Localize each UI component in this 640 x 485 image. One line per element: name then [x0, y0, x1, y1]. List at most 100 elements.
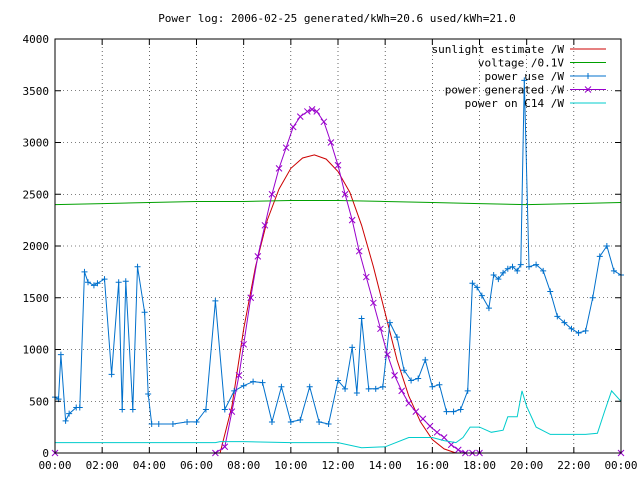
plus-marker	[500, 269, 507, 276]
x-tick-label: 20:00	[510, 459, 543, 472]
plus-marker	[169, 421, 176, 428]
plus-marker	[568, 325, 575, 332]
plus-marker	[94, 280, 101, 287]
plus-marker	[108, 371, 115, 378]
plus-marker	[365, 385, 372, 392]
plus-marker	[495, 276, 502, 283]
x-marker	[334, 161, 342, 169]
x-tick-label: 16:00	[416, 459, 449, 472]
x-marker	[247, 294, 255, 302]
plus-marker	[386, 319, 393, 326]
plus-marker	[85, 279, 92, 286]
x-marker	[240, 340, 248, 348]
plus-marker	[141, 309, 148, 316]
plus-marker	[526, 263, 533, 270]
plus-marker	[401, 367, 408, 374]
x-tick-label: 18:00	[463, 459, 496, 472]
plus-marker	[589, 294, 596, 301]
plus-marker	[457, 406, 464, 413]
plus-marker	[155, 421, 162, 428]
plus-marker	[490, 271, 497, 278]
plus-marker	[250, 378, 257, 385]
plus-marker	[474, 284, 481, 291]
plus-marker	[485, 305, 492, 312]
plus-marker	[450, 408, 457, 415]
plus-marker	[533, 261, 540, 268]
legend-item: power on C14 /W	[465, 97, 606, 110]
legend-label: power on C14 /W	[465, 97, 565, 110]
plus-marker	[101, 276, 108, 283]
plus-marker	[349, 344, 356, 351]
y-tick-label: 0	[42, 447, 49, 460]
x-marker	[419, 415, 427, 423]
plus-marker	[504, 265, 511, 272]
plus-marker	[547, 288, 554, 295]
series-4	[55, 389, 622, 449]
plus-marker	[268, 418, 275, 425]
x-marker	[355, 247, 363, 255]
x-tick-label: 04:00	[133, 459, 166, 472]
x-marker	[221, 443, 229, 451]
x-marker	[308, 106, 316, 113]
plus-marker	[521, 77, 528, 84]
x-tick-label: 14:00	[369, 459, 402, 472]
plus-marker	[57, 351, 64, 358]
plus-marker	[554, 313, 561, 320]
plus-marker	[603, 243, 610, 249]
x-tick-label: 12:00	[321, 459, 354, 472]
x-marker	[398, 387, 406, 395]
plus-marker	[306, 383, 313, 390]
plus-marker	[610, 267, 617, 274]
legend-label: power use /W	[485, 70, 565, 83]
x-marker	[327, 139, 335, 146]
x-marker	[405, 399, 413, 407]
x-marker	[228, 408, 236, 415]
legend-label: power generated /W	[445, 84, 565, 97]
x-marker	[282, 144, 290, 152]
x-marker	[313, 108, 321, 115]
x-marker	[362, 273, 370, 281]
x-marker	[303, 108, 311, 115]
x-tick-label: 02:00	[86, 459, 119, 472]
chart-title: Power log: 2006-02-25 generated/kWh=20.6…	[158, 12, 516, 25]
plus-marker	[66, 410, 73, 417]
plus-marker	[540, 267, 547, 274]
y-tick-label: 2000	[23, 240, 50, 253]
plus-marker	[596, 253, 603, 260]
plus-marker	[297, 416, 304, 423]
y-tick-label: 1000	[23, 344, 50, 357]
plus-marker	[115, 279, 122, 286]
plus-marker	[422, 356, 429, 363]
plus-marker	[81, 268, 88, 275]
plus-marker	[278, 383, 285, 390]
plus-marker	[134, 263, 141, 270]
x-marker	[235, 372, 243, 379]
plus-marker	[509, 263, 516, 270]
plus-marker	[517, 261, 524, 268]
plus-marker	[119, 406, 126, 413]
plus-marker	[212, 297, 219, 304]
plus-marker	[478, 292, 485, 299]
axis-ticks: 0 500 1000 1500 2000 2500 3000 3500 4000 00:00 02:…	[23, 33, 638, 472]
plus-marker	[514, 267, 521, 274]
plus-marker	[582, 327, 589, 334]
plus-marker	[443, 408, 450, 415]
x-marker	[370, 299, 377, 307]
plus-marker	[259, 379, 266, 386]
x-marker	[426, 422, 434, 430]
plus-marker	[240, 382, 247, 389]
x-marker	[440, 434, 448, 441]
series-layer	[51, 77, 625, 457]
x-tick-label: 22:00	[557, 459, 590, 472]
x-marker	[268, 190, 276, 198]
plus-marker	[464, 387, 471, 394]
plus-marker	[221, 406, 228, 413]
x-marker	[384, 351, 391, 359]
series-line	[54, 200, 622, 206]
plus-marker	[184, 418, 191, 425]
legend-item: power generated /W	[445, 84, 606, 97]
y-tick-label: 2500	[23, 188, 50, 201]
plus-marker	[335, 377, 341, 384]
